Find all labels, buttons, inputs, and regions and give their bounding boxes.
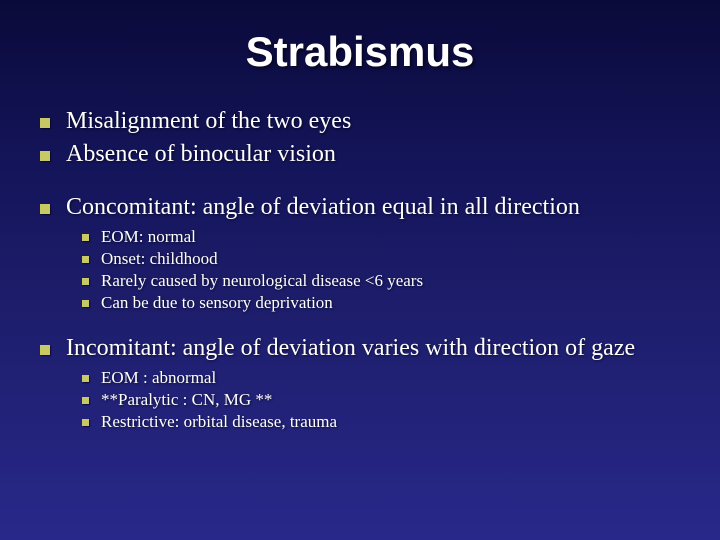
square-bullet-icon — [82, 278, 89, 285]
bullet-text: Restrictive: orbital disease, trauma — [101, 412, 337, 432]
list-item: Rarely caused by neurological disease <6… — [82, 271, 680, 291]
slide-title: Strabismus — [40, 28, 680, 76]
list-item: Incomitant: angle of deviation varies wi… — [40, 335, 680, 362]
square-bullet-icon — [40, 204, 50, 214]
bullet-text: Incomitant: angle of deviation varies wi… — [66, 335, 635, 362]
sub-bullet-group-2: EOM: normal Onset: childhood Rarely caus… — [82, 227, 680, 313]
square-bullet-icon — [40, 118, 50, 128]
list-item: Restrictive: orbital disease, trauma — [82, 412, 680, 432]
list-item: Absence of binocular vision — [40, 141, 680, 168]
list-item: Concomitant: angle of deviation equal in… — [40, 194, 680, 221]
bullet-text: Misalignment of the two eyes — [66, 108, 351, 135]
bullet-text: Can be due to sensory deprivation — [101, 293, 333, 313]
spacer — [40, 315, 680, 335]
square-bullet-icon — [82, 256, 89, 263]
square-bullet-icon — [40, 345, 50, 355]
square-bullet-icon — [82, 300, 89, 307]
bullet-text: EOM: normal — [101, 227, 196, 247]
list-item: **Paralytic : CN, MG ** — [82, 390, 680, 410]
list-item: Misalignment of the two eyes — [40, 108, 680, 135]
bullet-text: **Paralytic : CN, MG ** — [101, 390, 272, 410]
bullet-text: Onset: childhood — [101, 249, 218, 269]
sub-bullet-group-3: EOM : abnormal **Paralytic : CN, MG ** R… — [82, 368, 680, 432]
bullet-text: Rarely caused by neurological disease <6… — [101, 271, 423, 291]
slide: Strabismus Misalignment of the two eyes … — [0, 0, 720, 540]
bullet-text: Absence of binocular vision — [66, 141, 336, 168]
bullet-group-1: Misalignment of the two eyes Absence of … — [40, 108, 680, 168]
square-bullet-icon — [82, 234, 89, 241]
list-item: EOM : abnormal — [82, 368, 680, 388]
list-item: Can be due to sensory deprivation — [82, 293, 680, 313]
spacer — [40, 174, 680, 194]
bullet-group-2: Concomitant: angle of deviation equal in… — [40, 194, 680, 221]
square-bullet-icon — [82, 397, 89, 404]
square-bullet-icon — [82, 375, 89, 382]
list-item: EOM: normal — [82, 227, 680, 247]
square-bullet-icon — [40, 151, 50, 161]
bullet-text: EOM : abnormal — [101, 368, 216, 388]
bullet-group-3: Incomitant: angle of deviation varies wi… — [40, 335, 680, 362]
bullet-text: Concomitant: angle of deviation equal in… — [66, 194, 580, 221]
square-bullet-icon — [82, 419, 89, 426]
list-item: Onset: childhood — [82, 249, 680, 269]
